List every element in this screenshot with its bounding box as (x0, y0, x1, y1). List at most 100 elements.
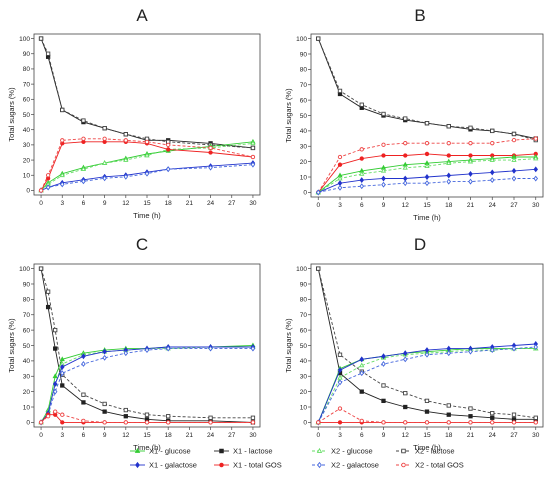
data-point (403, 116, 408, 121)
data-point (123, 414, 128, 419)
data-point (45, 414, 51, 419)
y-tick-label: 40 (23, 358, 31, 365)
data-point (337, 154, 343, 160)
x-tick-label: 3 (338, 432, 342, 439)
x-tick-label: 15 (423, 202, 431, 209)
legend-swatch-marker (134, 447, 141, 453)
x-tick-label: 9 (103, 200, 107, 207)
data-point (102, 401, 107, 407)
legend-label: X1 - glucose (149, 447, 191, 456)
y-tick-label: 50 (23, 112, 31, 119)
data-point (359, 183, 365, 190)
data-point (381, 153, 386, 158)
series-x2-lactose (316, 266, 538, 420)
x-tick-label: 0 (316, 202, 320, 209)
data-point (359, 177, 365, 184)
data-point (60, 107, 65, 113)
series-line (318, 158, 536, 193)
data-point (123, 157, 129, 162)
panel-letter: D (414, 235, 426, 254)
data-point (59, 370, 65, 377)
plot-frame (310, 33, 544, 198)
data-point (144, 152, 150, 158)
series-line (40, 38, 253, 149)
data-point (359, 362, 365, 368)
data-point (81, 361, 86, 367)
legend-item-x1-lactose: X1 - lactose (214, 447, 273, 456)
x-tick-label: 18 (165, 432, 173, 439)
data-point (208, 420, 213, 425)
data-point (250, 415, 256, 420)
x-tick-label: 12 (402, 202, 410, 209)
x-tick-label: 21 (186, 200, 194, 207)
series-line (40, 38, 253, 149)
data-point (468, 406, 473, 411)
data-point (403, 420, 408, 425)
data-point (316, 420, 321, 425)
data-point (123, 407, 128, 413)
legend-swatch-marker (317, 461, 322, 469)
x-tick-label: 9 (382, 202, 386, 209)
series-x2-lactose (38, 36, 256, 151)
series-line (40, 268, 253, 419)
data-point (250, 140, 256, 146)
y-tick-label: 100 (296, 36, 307, 43)
y-tick-label: 70 (300, 312, 308, 319)
panel-b: B 0 10 20 30 40 50 60 70 80 90 100 0 3 6 9 12 15 18 21 24 27 3… (284, 6, 544, 222)
x-tick-label: 30 (532, 202, 540, 209)
data-point (337, 352, 343, 357)
data-point (511, 157, 517, 162)
data-point (208, 164, 213, 171)
series-line (40, 268, 253, 423)
legend-item-x2-lactose: X2 - lactose (396, 447, 455, 456)
data-point (337, 180, 343, 187)
data-point (60, 138, 65, 143)
data-point (45, 184, 51, 191)
data-point (144, 347, 150, 354)
x-tick-label: 18 (445, 432, 453, 439)
y-tick-label: 50 (300, 113, 308, 120)
y-tick-label: 70 (23, 312, 31, 319)
x-tick-label: 30 (249, 200, 257, 207)
data-point (123, 132, 128, 137)
data-point (533, 155, 539, 161)
x-tick-label: 9 (382, 432, 386, 439)
x-tick-label: 0 (39, 200, 43, 207)
data-point (446, 141, 451, 146)
x-tick-label: 12 (402, 432, 410, 439)
legend-swatch-marker (219, 448, 224, 454)
x-tick-label: 3 (338, 202, 342, 209)
data-point (250, 161, 256, 168)
data-point (166, 142, 171, 148)
data-point (359, 147, 364, 152)
y-tick-label: 30 (300, 374, 308, 381)
y-tick-label: 70 (23, 81, 31, 88)
data-point (511, 345, 517, 352)
legend-label: X2 - galactose (331, 461, 379, 470)
series-line (40, 164, 253, 191)
data-point (337, 367, 343, 374)
data-point (381, 383, 386, 388)
data-point (45, 173, 51, 178)
series-x2-galactose (315, 344, 539, 426)
panel-d: D 0 10 20 30 40 50 60 70 80 90 100 0 3 6 9 12 15 18 21 24 27 3… (284, 235, 544, 452)
data-point (52, 380, 58, 387)
data-point (381, 175, 386, 182)
data-point (381, 353, 386, 360)
data-point (81, 353, 86, 360)
y-tick-label: 40 (300, 358, 308, 365)
legend-item-x2-totalgos: X2 - total GOS (396, 461, 464, 470)
y-tick-label: 40 (23, 127, 31, 134)
data-point (446, 350, 452, 357)
data-point (208, 415, 213, 420)
y-tick-label: 10 (23, 173, 31, 180)
data-point (165, 166, 171, 173)
x-axis-label: Time (h) (133, 211, 161, 220)
data-point (467, 158, 474, 164)
panel-letter: A (136, 6, 148, 25)
x-axis-label: Time (h) (413, 443, 441, 452)
x-tick-label: 12 (122, 432, 130, 439)
data-point (511, 131, 517, 137)
legend-item-x1-glucose: X1 - glucose (130, 447, 191, 456)
data-point (59, 364, 65, 370)
